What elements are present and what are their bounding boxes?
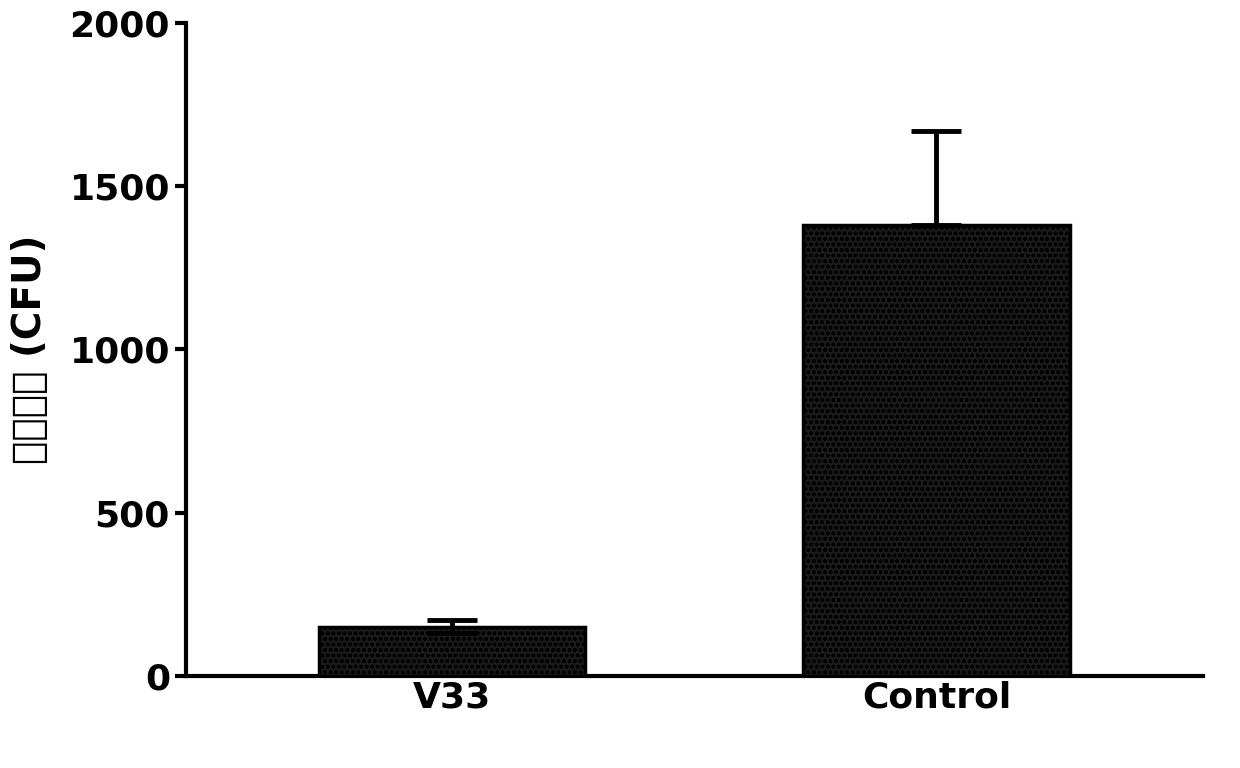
- Bar: [319, 627, 585, 676]
- Bar: [804, 226, 1070, 676]
- Y-axis label: 菌落计数 (CFU): 菌落计数 (CFU): [11, 235, 48, 464]
